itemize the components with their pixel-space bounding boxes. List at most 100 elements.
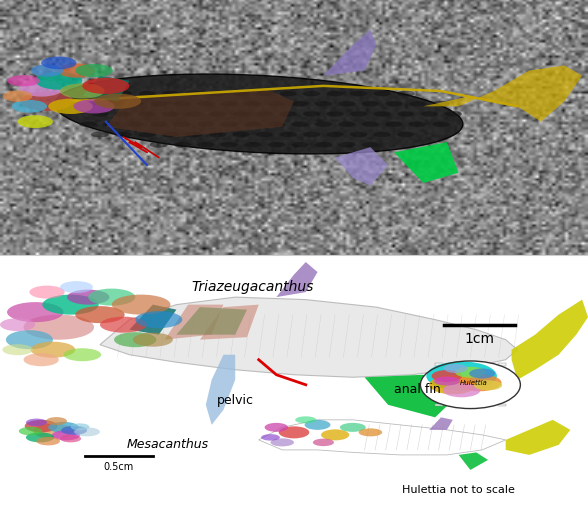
Polygon shape — [459, 452, 488, 470]
Ellipse shape — [315, 122, 332, 128]
Polygon shape — [129, 305, 176, 335]
Ellipse shape — [112, 295, 171, 315]
Ellipse shape — [469, 369, 495, 379]
Polygon shape — [82, 76, 129, 102]
Ellipse shape — [36, 437, 60, 445]
Ellipse shape — [150, 102, 168, 108]
Ellipse shape — [26, 419, 47, 426]
Ellipse shape — [209, 112, 226, 118]
Ellipse shape — [197, 122, 215, 128]
Ellipse shape — [46, 417, 67, 425]
Ellipse shape — [291, 102, 309, 108]
Ellipse shape — [60, 281, 93, 293]
FancyBboxPatch shape — [498, 404, 506, 407]
Ellipse shape — [232, 132, 250, 138]
Ellipse shape — [279, 91, 297, 97]
Ellipse shape — [303, 132, 320, 138]
Ellipse shape — [197, 142, 215, 148]
Ellipse shape — [340, 423, 366, 432]
Ellipse shape — [244, 122, 262, 128]
Ellipse shape — [2, 344, 33, 356]
Ellipse shape — [115, 112, 132, 118]
Ellipse shape — [362, 102, 379, 108]
FancyBboxPatch shape — [435, 404, 443, 407]
Ellipse shape — [315, 142, 332, 148]
Ellipse shape — [0, 319, 35, 331]
Polygon shape — [323, 31, 376, 76]
Ellipse shape — [67, 290, 109, 305]
Ellipse shape — [35, 73, 82, 90]
Ellipse shape — [173, 122, 191, 128]
Ellipse shape — [7, 76, 40, 87]
Ellipse shape — [48, 99, 93, 115]
Ellipse shape — [24, 354, 59, 367]
Ellipse shape — [268, 122, 285, 128]
Ellipse shape — [232, 112, 250, 118]
Ellipse shape — [94, 94, 141, 110]
Text: pelvic: pelvic — [217, 393, 253, 407]
Ellipse shape — [397, 112, 415, 118]
Text: Mesacanthus: Mesacanthus — [126, 437, 209, 450]
Ellipse shape — [429, 376, 476, 394]
Polygon shape — [394, 143, 459, 184]
Ellipse shape — [373, 112, 391, 118]
Ellipse shape — [385, 122, 403, 128]
Ellipse shape — [162, 132, 179, 138]
Text: 1cm: 1cm — [464, 331, 495, 345]
Ellipse shape — [41, 58, 76, 70]
Ellipse shape — [31, 342, 75, 358]
Ellipse shape — [64, 348, 101, 362]
Ellipse shape — [279, 427, 309, 438]
Ellipse shape — [60, 435, 81, 442]
Text: anal fin: anal fin — [394, 382, 441, 395]
Ellipse shape — [7, 302, 64, 323]
Polygon shape — [106, 89, 294, 138]
Ellipse shape — [74, 100, 115, 114]
Polygon shape — [506, 420, 570, 455]
Ellipse shape — [135, 312, 182, 329]
Ellipse shape — [244, 102, 262, 108]
Ellipse shape — [115, 91, 132, 97]
Ellipse shape — [26, 432, 54, 442]
Ellipse shape — [265, 423, 288, 432]
Ellipse shape — [270, 438, 294, 446]
Ellipse shape — [444, 112, 462, 118]
Text: 0.5cm: 0.5cm — [103, 461, 134, 471]
Ellipse shape — [455, 367, 486, 378]
Polygon shape — [335, 148, 388, 186]
Ellipse shape — [232, 91, 250, 97]
Polygon shape — [176, 308, 247, 335]
Ellipse shape — [173, 142, 191, 148]
Ellipse shape — [19, 427, 42, 435]
Ellipse shape — [185, 112, 203, 118]
Ellipse shape — [420, 361, 520, 409]
Ellipse shape — [103, 122, 121, 128]
Ellipse shape — [162, 112, 179, 118]
Polygon shape — [365, 375, 459, 418]
Ellipse shape — [397, 91, 415, 97]
Ellipse shape — [432, 370, 462, 382]
Ellipse shape — [12, 100, 47, 114]
Ellipse shape — [373, 132, 391, 138]
Ellipse shape — [303, 112, 320, 118]
Ellipse shape — [55, 75, 463, 155]
Ellipse shape — [126, 102, 144, 108]
Ellipse shape — [321, 430, 349, 440]
Polygon shape — [206, 355, 235, 425]
Ellipse shape — [220, 142, 238, 148]
Ellipse shape — [82, 79, 129, 95]
Ellipse shape — [29, 286, 65, 299]
Ellipse shape — [326, 91, 344, 97]
Ellipse shape — [279, 132, 297, 138]
Ellipse shape — [60, 84, 105, 99]
Ellipse shape — [31, 65, 64, 78]
Ellipse shape — [385, 102, 403, 108]
Ellipse shape — [209, 91, 226, 97]
Polygon shape — [100, 297, 517, 378]
Ellipse shape — [173, 102, 191, 108]
Ellipse shape — [256, 112, 273, 118]
Ellipse shape — [432, 122, 450, 128]
Ellipse shape — [100, 317, 147, 333]
Ellipse shape — [185, 132, 203, 138]
Ellipse shape — [150, 142, 168, 148]
